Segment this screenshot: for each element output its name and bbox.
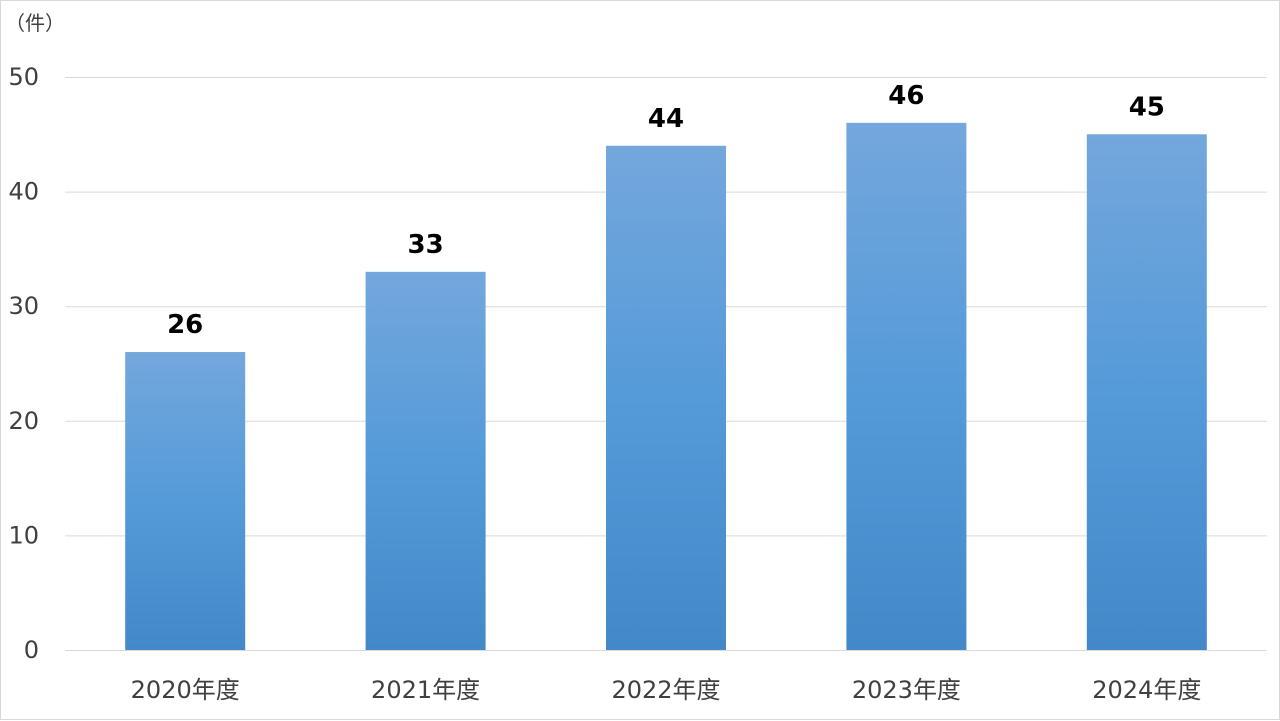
- bar-2023年度: [846, 122, 967, 651]
- y-tick-label-10: 10: [8, 521, 39, 549]
- data-label-2020年度: 26: [167, 310, 203, 340]
- x-axis-categories: 2020年度 2021年度 2022年度 2023年度 2024年度: [131, 676, 1202, 704]
- data-label-2023年度: 46: [888, 81, 924, 111]
- x-tick-label-2020年度: 2020年度: [131, 676, 240, 704]
- bar-2024年度: [1086, 134, 1207, 651]
- bar-2020年度: [125, 352, 246, 650]
- data-labels: 26 33 44 46 45: [167, 81, 1165, 340]
- y-tick-label-20: 20: [8, 407, 39, 435]
- y-axis-ticks: 0 10 20 30 40 50: [8, 63, 39, 664]
- x-tick-label-2023年度: 2023年度: [852, 676, 961, 704]
- y-tick-label-50: 50: [8, 63, 39, 91]
- x-tick-label-2021年度: 2021年度: [371, 676, 480, 704]
- bar-2021年度: [365, 271, 486, 650]
- x-tick-label-2022年度: 2022年度: [611, 676, 720, 704]
- y-axis-unit-label: （件）: [5, 11, 65, 35]
- data-label-2021年度: 33: [408, 230, 444, 260]
- bars: [125, 122, 1207, 651]
- y-tick-label-0: 0: [24, 636, 39, 664]
- data-label-2022年度: 44: [648, 104, 684, 134]
- data-label-2024年度: 45: [1129, 92, 1165, 122]
- x-tick-label-2024年度: 2024年度: [1092, 676, 1201, 704]
- y-tick-label-40: 40: [8, 178, 39, 206]
- y-tick-label-30: 30: [8, 292, 39, 320]
- bar-2022年度: [606, 145, 726, 650]
